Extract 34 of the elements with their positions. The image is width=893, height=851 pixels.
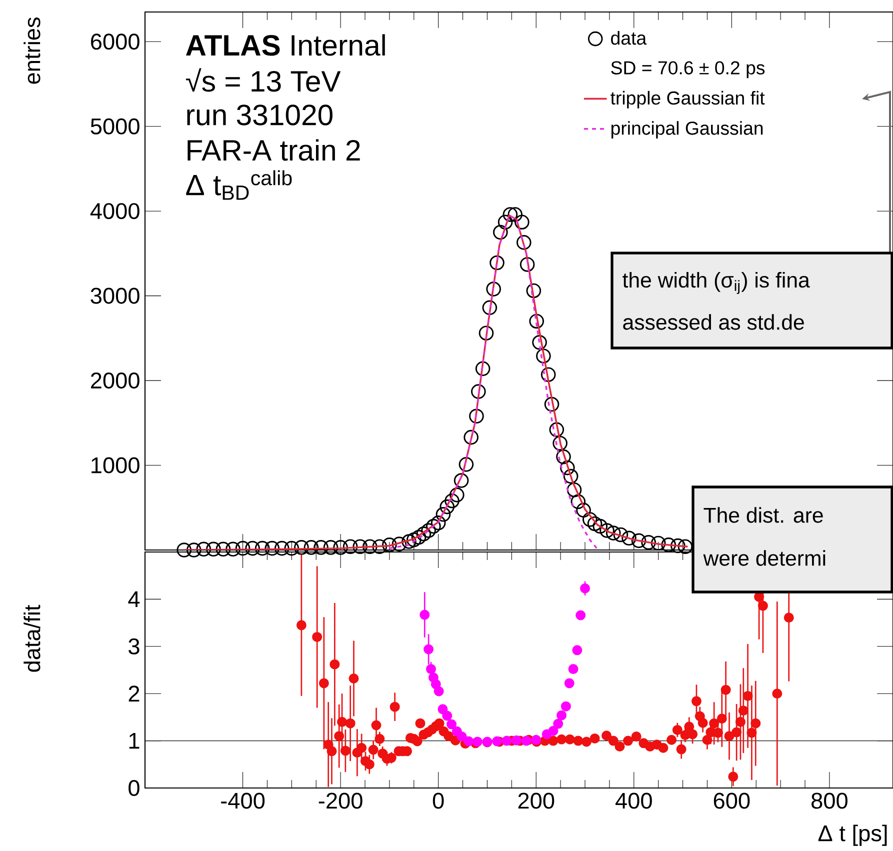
- annotation: the width (σ$_{ij}$) is fina: [622, 272, 810, 294]
- y-tick-label: 3000: [90, 288, 140, 304]
- y-tick-label: 4000: [90, 203, 140, 220]
- legend-label: tripple Gaussian fit: [610, 90, 765, 108]
- annotation: ATLAS Internal: [186, 34, 385, 56]
- y-tick-label: 1: [129, 733, 140, 749]
- annotation: The dist. are: [704, 507, 823, 523]
- annotation: Δ t$_{BD}$calib: [186, 170, 292, 200]
- legend-label: principal Gaussian: [611, 121, 763, 139]
- y-tick-label: 0: [128, 780, 140, 796]
- legend-label: data: [611, 31, 647, 45]
- y-tick-label: 6000: [91, 34, 140, 50]
- annotation: SD = 70.6 ± 0.2 ps: [611, 61, 765, 78]
- y-tick-label: 4: [128, 591, 140, 607]
- x-tick-label: 0: [432, 792, 444, 809]
- x-tick-label: 200: [518, 792, 554, 809]
- annotation: assessed as std.de: [623, 314, 804, 330]
- y-tick-label: 5000: [90, 118, 140, 134]
- y-tick-label: 2000: [91, 372, 140, 389]
- x-tick-label: 800: [812, 792, 848, 809]
- annotation: were determi: [703, 550, 826, 566]
- y-axis-title: entries: [24, 18, 40, 84]
- x-axis-title: Δ t [ps]: [818, 824, 887, 846]
- y-tick-label: 2: [128, 686, 140, 702]
- annotation: FAR-A train 2: [188, 139, 360, 161]
- x-tick-label: -200: [318, 792, 362, 809]
- x-tick-label: 600: [714, 792, 750, 809]
- x-tick-label: -400: [221, 792, 265, 809]
- annotation: √s = 13 TeV: [186, 68, 341, 92]
- x-tick-label: 400: [616, 792, 652, 809]
- annotation: run 331020: [187, 104, 332, 126]
- y-axis-title: data/fit: [24, 604, 40, 672]
- y-tick-label: 3: [128, 638, 140, 654]
- y-tick-label: 1000: [92, 457, 140, 474]
